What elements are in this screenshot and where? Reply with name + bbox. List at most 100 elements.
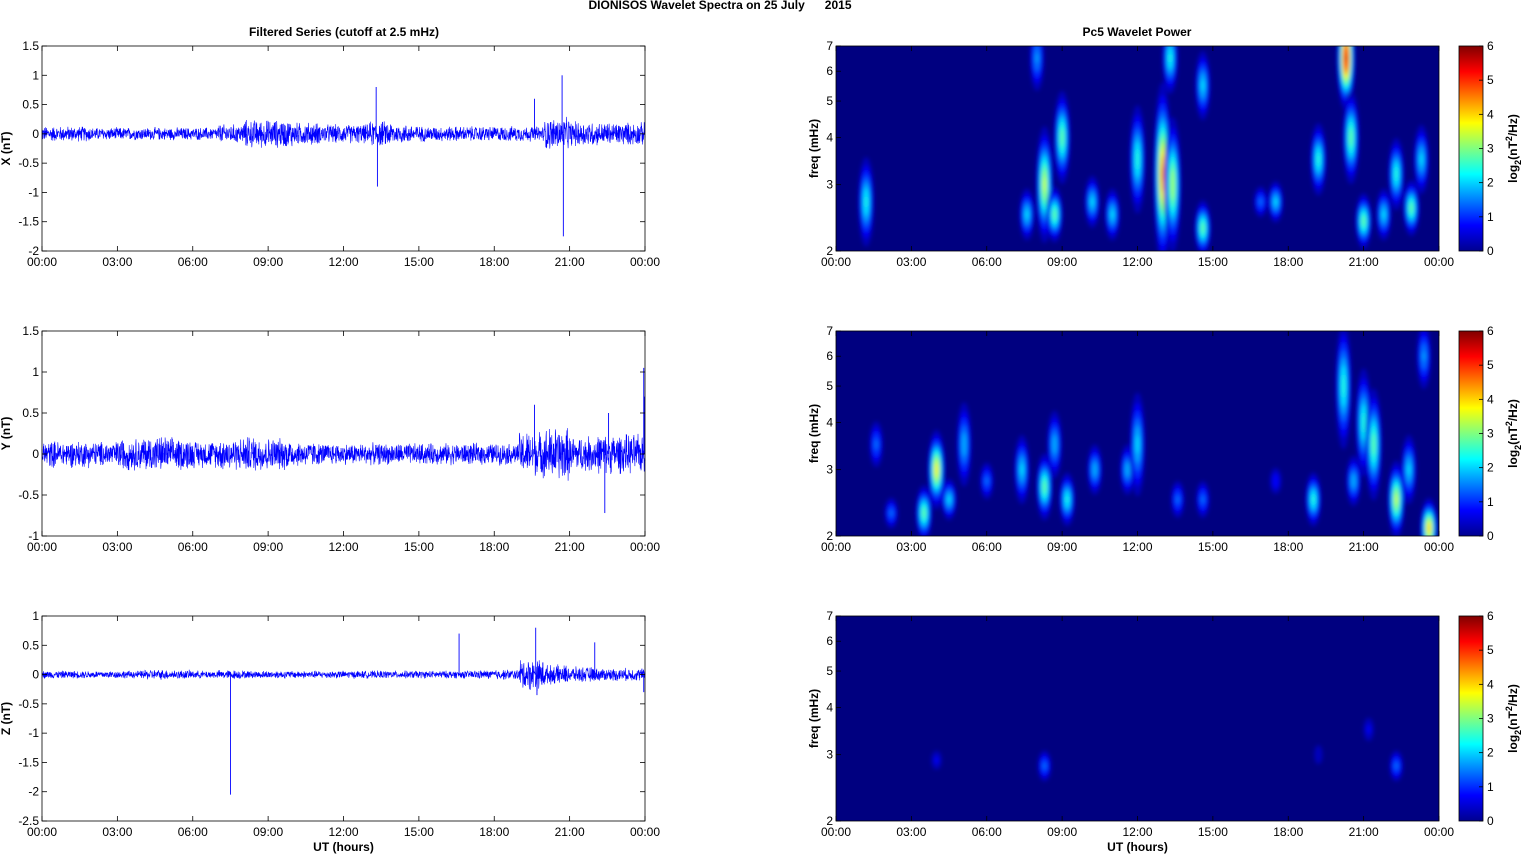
x-tick-label: 06:00	[972, 255, 1002, 269]
y-tick-label: -0.5	[18, 488, 39, 502]
y-tick-label: -2.5	[18, 814, 39, 828]
y-tick-label: -0.5	[18, 156, 39, 170]
wavelet-power-blob	[1365, 388, 1383, 501]
y-tick-label: 1.5	[22, 39, 39, 53]
x-tick-label: 09:00	[253, 825, 283, 839]
x-tick-label: 00:00	[821, 825, 851, 839]
wavelet-power-blob	[1305, 472, 1322, 527]
colorbar-tick-label: 3	[1487, 142, 1494, 156]
wavelet-power-blob	[1355, 368, 1372, 477]
wavelet-power-blob	[1342, 90, 1360, 185]
colorbar-label-part: log	[1506, 165, 1520, 183]
wavelet-power-blob	[1346, 455, 1362, 507]
x-tick-label: 00:00	[27, 540, 57, 554]
wavelet-power-blob	[1355, 193, 1372, 250]
y-tick-label: 0	[32, 447, 39, 461]
colorbar-label-part: log	[1506, 450, 1520, 468]
colorbar-label: log2(nT2/Hz)	[1504, 114, 1521, 183]
colorbar-label-part: 2	[1504, 706, 1514, 711]
colorbar-label-part: /Hz)	[1506, 684, 1520, 706]
colorbar-tick-label: 6	[1487, 609, 1494, 623]
y-axis-label: X (nT)	[0, 132, 13, 166]
colorbar-label-part: /Hz)	[1506, 114, 1520, 136]
x-tick-label: 03:00	[102, 825, 132, 839]
wavelet-power-blob	[1162, 46, 1179, 94]
freq-axis-label: freq (mHz)	[807, 119, 821, 178]
x-tick-label: 03:00	[102, 540, 132, 554]
wavelet-power-blob	[1059, 472, 1076, 527]
colorbar-tick-label: 4	[1487, 677, 1494, 691]
colorbar-label-part: 2	[1513, 160, 1521, 165]
freq-tick-label: 6	[826, 634, 833, 648]
y-tick-label: -1	[28, 185, 39, 199]
y-tick-label: 0.5	[22, 638, 39, 652]
y-tick-label: 0	[32, 127, 39, 141]
x-tick-label: 00:00	[821, 540, 851, 554]
wavelet-power-blob	[1310, 123, 1327, 196]
colorbar-label-part: (nT	[1506, 426, 1520, 445]
x-tick-label: 21:00	[555, 825, 585, 839]
wavelet-power-blob	[1253, 186, 1268, 218]
colorbar: 0123456log2(nT2/Hz)	[1458, 324, 1521, 543]
y-axis-label: Y (nT)	[0, 417, 13, 451]
colorbar-label: log2(nT2/Hz)	[1504, 399, 1521, 468]
y-tick-label: 0	[32, 668, 39, 682]
colorbar-label-part: 2	[1513, 730, 1521, 735]
x-axis-label-left: UT (hours)	[313, 840, 374, 854]
y-tick-label: -1.5	[18, 755, 39, 769]
wavelet-power-blob	[1170, 480, 1185, 518]
x-tick-label: 00:00	[821, 255, 851, 269]
x-tick-label: 18:00	[1273, 540, 1303, 554]
y-tick-label: 0.5	[22, 98, 39, 112]
wavelet-power-blob	[915, 485, 933, 536]
panel-y: -1 -0.5 0 0.5 1 1.5 Y (nT)	[0, 324, 646, 543]
x-tick-label: 06:00	[972, 825, 1002, 839]
freq-tick-label: 5	[826, 379, 833, 393]
x-tick-label: 21:00	[1349, 540, 1379, 554]
left-column-title: Filtered Series (cutoff at 2.5 mHz)	[249, 25, 439, 39]
panel-x: -2 -1.5 -1 -0.5 0 0.5 1 1.5 X (nT)	[0, 39, 646, 258]
wavelet-power-blob	[869, 421, 884, 468]
series-line-y	[41, 428, 646, 481]
x-tick-label: 12:00	[1122, 540, 1152, 554]
wavelet-power-blob	[1047, 410, 1063, 479]
y-tick-label: -0.5	[18, 697, 39, 711]
x-tick-label: 09:00	[1047, 540, 1077, 554]
colorbar-tick-label: 2	[1487, 461, 1494, 475]
x-tick-label: 21:00	[555, 255, 585, 269]
freq-tick-label: 5	[826, 94, 833, 108]
wavelet-power-blob	[1375, 188, 1392, 241]
wavelet-power-blob	[1087, 444, 1103, 495]
x-tick-label: 00:00	[630, 255, 660, 269]
series-line-x	[41, 116, 646, 149]
wavelet-power-blob	[1053, 90, 1071, 185]
wavelet-power-blob	[1267, 181, 1284, 223]
x-tick-label: 12:00	[328, 255, 358, 269]
freq-tick-label: 3	[826, 748, 833, 762]
x-tick-label: 21:00	[1349, 825, 1379, 839]
wavelet-power-blob	[941, 478, 957, 521]
colorbar-tick-label: 3	[1487, 712, 1494, 726]
x-tick-label: 18:00	[1273, 825, 1303, 839]
y-tick-label: 1	[32, 609, 39, 623]
y-tick-label: 1.5	[22, 324, 39, 338]
x-tick-label: 18:00	[479, 825, 509, 839]
x-tick-label: 18:00	[1273, 255, 1303, 269]
freq-axis-label: freq (mHz)	[807, 689, 821, 748]
x-tick-label: 00:00	[630, 540, 660, 554]
colorbar-label-part: /Hz)	[1506, 399, 1520, 421]
x-tick-label: 12:00	[328, 825, 358, 839]
wavelet-power-blob	[1416, 331, 1432, 389]
x-tick-label: 18:00	[479, 255, 509, 269]
colorbar-label: log2(nT2/Hz)	[1504, 684, 1521, 753]
wavelet-power-blob	[927, 429, 946, 510]
wavelet-power-blob	[1413, 124, 1430, 195]
x-tick-label: 12:00	[328, 540, 358, 554]
freq-tick-label: 7	[826, 39, 833, 53]
x-tick-label: 03:00	[896, 825, 926, 839]
wavelet-power-blob	[1014, 435, 1030, 505]
wavelet-power-blob	[1336, 46, 1356, 112]
freq-axis-label: freq (mHz)	[807, 404, 821, 463]
left-axes-box	[41, 615, 646, 822]
wavelet-power-blob	[1029, 46, 1045, 91]
